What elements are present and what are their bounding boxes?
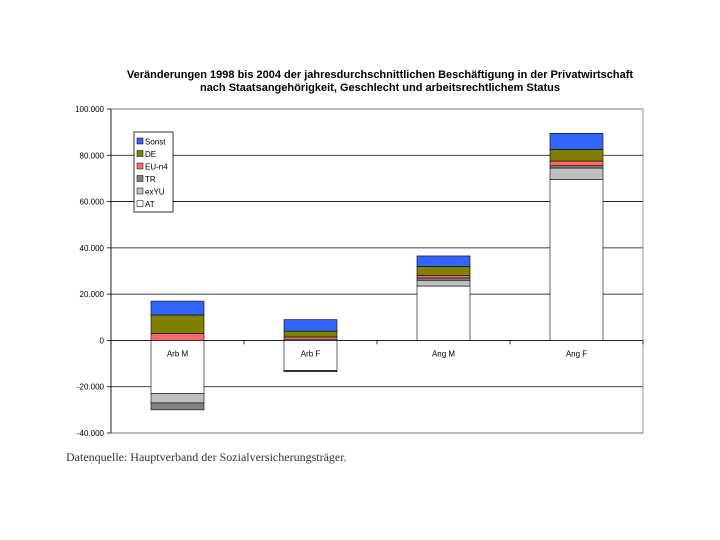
legend-label: Sonst [145, 138, 166, 147]
legend-label: DE [145, 150, 156, 159]
y-tick-label: 100.000 [75, 105, 104, 114]
legend-label: exYU [145, 188, 165, 197]
bar-segment-eu-n4 [150, 333, 205, 341]
bar-segment-eu-n4 [283, 336, 338, 340]
y-tick-label: 80.000 [80, 151, 105, 160]
axes: -40.000 -20.000 0 20.000 40.000 60.000 80.000 1… [75, 105, 644, 438]
bar-segment-de [549, 149, 604, 162]
bar-segment-de [283, 330, 338, 338]
bar-segment-eu-n4 [416, 275, 471, 279]
legend-label: TR [145, 175, 156, 184]
y-tick-label: 40.000 [80, 244, 105, 253]
legend-swatch [136, 150, 144, 157]
category-label: Arb F [301, 349, 321, 358]
category-label: Ang F [566, 349, 587, 358]
bar-segment-tr [283, 370, 338, 372]
bar-segment-exyu [150, 393, 205, 404]
y-tick-label: -20.000 [77, 383, 105, 392]
bar-segment-sonst [283, 319, 338, 332]
legend-label: AT [145, 200, 155, 209]
legend-swatch [136, 187, 144, 195]
legend-swatch [136, 162, 144, 170]
category-label: Ang M [432, 349, 455, 358]
y-tick-label: 20.000 [80, 290, 105, 299]
chart-subtitle: nach Staatsangehörigkeit, Geschlecht und… [200, 82, 560, 94]
legend-swatch [136, 200, 144, 207]
bar-segment-at [549, 179, 604, 341]
category-label: Arb M [167, 349, 189, 358]
y-tick-label: -40.000 [77, 429, 105, 438]
y-tick-label: 0 [100, 336, 105, 345]
bar-segment-tr [150, 402, 205, 411]
bar-segment-exyu [416, 279, 471, 287]
bar-segment-de [150, 314, 205, 334]
bar-segment-sonst [549, 133, 604, 150]
bar-segment-sonst [150, 300, 205, 316]
y-tick-label: 60.000 [80, 198, 105, 207]
bar-segment-tr [416, 277, 471, 281]
legend-label: EU-n4 [145, 163, 168, 172]
legend-box [133, 131, 174, 213]
source-note: Datenquelle: Hauptverband der Sozialvers… [66, 450, 347, 464]
bar-segment-sonst [416, 255, 471, 267]
legend-swatch [136, 175, 144, 182]
bar-segment-de [416, 266, 471, 276]
bar-segment-at [150, 340, 205, 394]
legend-swatch [136, 137, 144, 145]
bar-segment-eu-n4 [549, 160, 604, 166]
bar-segment-at [416, 285, 471, 341]
bar-segment-tr [549, 165, 604, 169]
chart-title: Veränderungen 1998 bis 2004 der jahresdu… [127, 69, 633, 81]
bar-segment-exyu [549, 167, 604, 180]
legend: Sonst DE EU-n4 TR exYU AT [133, 131, 174, 213]
bars [150, 133, 604, 411]
